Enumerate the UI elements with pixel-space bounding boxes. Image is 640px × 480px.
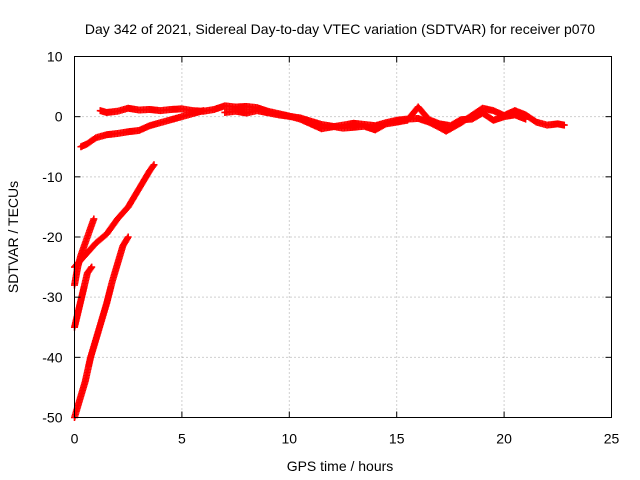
data-point bbox=[124, 233, 132, 241]
x-tick-label: 25 bbox=[604, 431, 620, 447]
x-axis-label: GPS time / hours bbox=[287, 458, 394, 474]
data-point bbox=[87, 264, 95, 272]
y-tick-label: -10 bbox=[42, 169, 62, 185]
axis-ticks: 0 5 10 15 20 25 -50 -40 -30 -20 -10 0 10 bbox=[42, 49, 619, 447]
data-series bbox=[77, 107, 207, 151]
y-tick-label: 0 bbox=[55, 109, 63, 125]
data-point bbox=[522, 115, 530, 123]
data-points bbox=[71, 102, 568, 421]
y-tick-label: -20 bbox=[42, 229, 62, 245]
data-series bbox=[221, 103, 530, 134]
x-tick-label: 0 bbox=[71, 431, 79, 447]
data-point bbox=[149, 162, 157, 170]
x-tick-label: 20 bbox=[496, 431, 512, 447]
x-tick-label: 10 bbox=[282, 431, 298, 447]
data-series bbox=[71, 233, 132, 421]
data-point bbox=[560, 121, 568, 129]
data-series bbox=[71, 161, 158, 271]
chart-title: Day 342 of 2021, Sidereal Day-to-day VTE… bbox=[85, 21, 595, 37]
y-tick-label: -30 bbox=[42, 289, 62, 305]
data-point bbox=[88, 263, 96, 271]
y-tick-label: -50 bbox=[42, 410, 62, 426]
y-tick-label: 10 bbox=[47, 49, 63, 65]
data-point bbox=[150, 161, 158, 169]
x-tick-label: 5 bbox=[178, 431, 186, 447]
data-point bbox=[90, 215, 98, 223]
y-tick-label: -40 bbox=[42, 349, 62, 365]
y-axis-label: SDTVAR / TECUs bbox=[5, 181, 21, 293]
x-tick-label: 15 bbox=[389, 431, 405, 447]
